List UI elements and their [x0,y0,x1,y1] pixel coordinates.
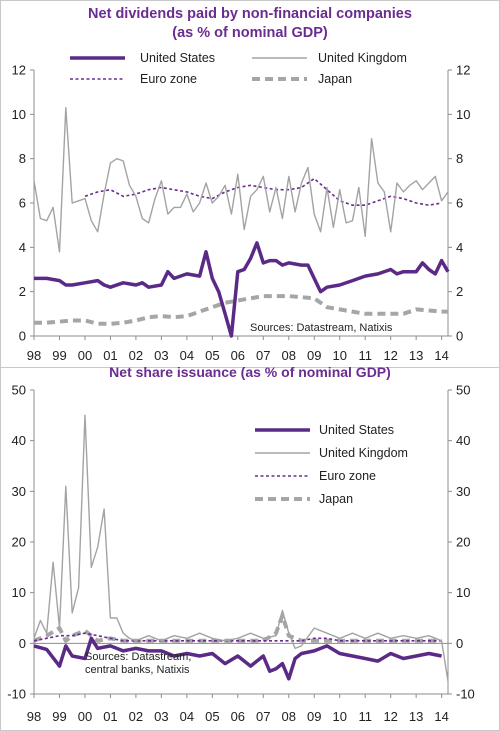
y-tick-label-right: 0 [456,636,463,651]
series-line-japan [33,613,442,643]
x-tick-label: 08 [282,348,296,363]
x-tick-label: 05 [205,348,219,363]
x-tick-label: 00 [78,709,92,724]
y-tick-label-left: 20 [12,535,26,550]
x-tick-label: 12 [383,348,397,363]
x-tick-label: 99 [52,709,66,724]
legend-label: United Kingdom [318,51,407,65]
x-tick-label: 12 [383,709,397,724]
chart-title: Net share issuance (as % of nominal GDP) [109,364,391,380]
series-line-united-kingdom [33,414,449,682]
y-tick-label-left: 12 [12,63,26,78]
y-tick-label-right: 30 [456,484,470,499]
series-line-united-kingdom [33,106,449,253]
y-tick-label-left: 2 [19,284,26,299]
legend-label: United States [140,51,215,65]
x-tick-label: 98 [27,348,41,363]
panel-frame [0,367,500,731]
x-tick-label: 01 [103,348,117,363]
series-line-euro-zone [84,177,442,206]
y-tick-label-left: 40 [12,433,26,448]
y-tick-label-left: 0 [19,329,26,344]
x-tick-label: 99 [52,348,66,363]
x-tick-label: 07 [256,709,270,724]
y-tick-label-right: 20 [456,535,470,550]
x-tick-label: 09 [307,348,321,363]
source-note: Sources: Datastream, [85,651,191,663]
legend-label: United Kingdom [319,446,408,460]
legend-label: Euro zone [319,469,376,483]
y-tick-label-right: 8 [456,151,463,166]
y-tick-label-right: 10 [456,585,470,600]
x-tick-label: 07 [256,348,270,363]
x-tick-label: 13 [409,709,423,724]
y-tick-label-right: -10 [456,687,475,702]
y-tick-label-right: 10 [456,107,470,122]
y-tick-label-right: 2 [456,284,463,299]
x-tick-label: 11 [358,709,372,724]
series-line-euro-zone [33,632,442,642]
legend-label: Japan [319,492,353,506]
x-tick-label: 08 [282,709,296,724]
x-tick-label: 10 [332,709,346,724]
x-tick-label: 13 [409,348,423,363]
y-tick-label-right: 6 [456,196,463,211]
legend-label: Japan [318,72,352,86]
y-tick-label-left: 4 [19,240,26,255]
x-tick-label: 02 [129,348,143,363]
y-tick-label-left: 30 [12,484,26,499]
series-line-japan [34,294,448,326]
y-tick-label-right: 40 [456,433,470,448]
y-tick-label-left: 10 [12,585,26,600]
x-tick-label: 10 [332,348,346,363]
source-note: central banks, Natixis [85,664,190,676]
y-tick-label-left: 0 [19,636,26,651]
x-tick-label: 98 [27,709,41,724]
y-tick-label-right: 50 [456,383,470,398]
series-line-united-states [34,241,450,338]
y-tick-label-left: -10 [7,687,26,702]
x-tick-label: 06 [231,709,245,724]
x-tick-label: 03 [154,348,168,363]
y-tick-label-right: 12 [456,63,470,78]
x-tick-label: 00 [78,348,92,363]
y-tick-label-right: 0 [456,329,463,344]
x-tick-label: 06 [231,348,245,363]
chart-subtitle: (as % of nominal GDP) [172,25,328,41]
legend-label: United States [319,423,394,437]
legend-label: Euro zone [140,72,197,86]
x-tick-label: 02 [129,709,143,724]
y-tick-label-left: 8 [19,151,26,166]
x-tick-label: 01 [103,709,117,724]
x-tick-label: 11 [358,348,372,363]
x-tick-label: 04 [180,348,194,363]
x-tick-label: 09 [307,709,321,724]
y-tick-label-right: 4 [456,240,463,255]
y-tick-label-left: 6 [19,196,26,211]
chart-title: Net dividends paid by non-financial comp… [88,6,412,22]
panel-frame [0,0,500,368]
series-line-united-states [33,636,442,681]
y-tick-label-left: 50 [12,383,26,398]
source-note: Sources: Datastream, Natixis [250,322,393,334]
x-tick-label: 05 [205,709,219,724]
x-tick-label: 04 [180,709,194,724]
x-tick-label: 03 [154,709,168,724]
x-tick-label: 14 [434,709,448,724]
x-tick-label: 14 [434,348,448,363]
y-tick-label-left: 10 [12,107,26,122]
